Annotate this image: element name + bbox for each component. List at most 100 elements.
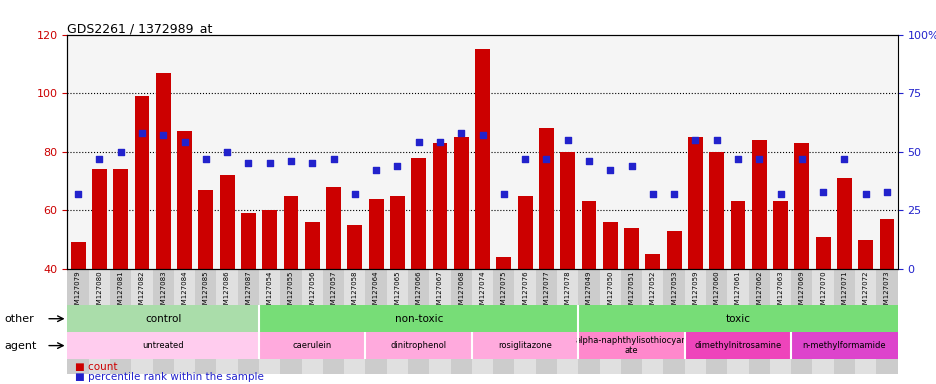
Bar [557, 269, 578, 374]
Text: other: other [5, 314, 35, 324]
Point [836, 156, 851, 162]
Text: n-methylformamide: n-methylformamide [802, 341, 885, 350]
Bar [368, 199, 383, 269]
Bar [623, 228, 638, 269]
Bar [113, 169, 128, 269]
Point [665, 191, 680, 197]
Point [155, 132, 170, 138]
Bar [875, 269, 897, 374]
Bar [153, 269, 174, 374]
Point [432, 139, 447, 146]
Bar [89, 269, 110, 374]
Point [645, 191, 660, 197]
Text: ■ percentile rank within the sample: ■ percentile rank within the sample [75, 372, 264, 382]
Bar [67, 269, 89, 374]
Bar [772, 202, 787, 269]
Bar [284, 195, 298, 269]
Bar [195, 269, 216, 374]
Bar [472, 332, 578, 359]
Point [347, 191, 362, 197]
Bar [450, 269, 472, 374]
Bar [602, 222, 617, 269]
Bar [751, 140, 766, 269]
Point [70, 191, 85, 197]
Bar [365, 269, 387, 374]
Point [623, 163, 638, 169]
Bar [135, 96, 149, 269]
Text: GDS2261 / 1372989_at: GDS2261 / 1372989_at [67, 22, 212, 35]
Bar [70, 242, 85, 269]
Point [411, 139, 426, 146]
Bar [219, 175, 234, 269]
Point [389, 163, 404, 169]
Point [879, 189, 894, 195]
Point [92, 156, 107, 162]
Point [730, 156, 745, 162]
Point [814, 189, 829, 195]
Bar [730, 202, 745, 269]
Bar [666, 231, 680, 269]
Bar [432, 143, 447, 269]
Bar [535, 269, 557, 374]
Bar [645, 254, 660, 269]
Bar [238, 269, 258, 374]
Bar [110, 269, 131, 374]
Bar [578, 269, 599, 374]
Point [496, 191, 511, 197]
Text: rosiglitazone: rosiglitazone [498, 341, 551, 350]
Bar [411, 157, 426, 269]
Bar [684, 269, 706, 374]
Point [113, 149, 128, 155]
Point [368, 167, 383, 174]
Text: ■ count: ■ count [75, 362, 117, 372]
Bar [131, 269, 153, 374]
Bar [92, 169, 107, 269]
Bar [67, 305, 258, 332]
Point [751, 156, 766, 162]
Bar [155, 73, 170, 269]
Bar [578, 332, 684, 359]
Bar [258, 269, 280, 374]
Bar [301, 269, 323, 374]
Bar [748, 269, 769, 374]
Point [453, 130, 468, 136]
Bar [621, 269, 641, 374]
Point [177, 139, 192, 146]
Bar [706, 269, 726, 374]
Bar [326, 187, 341, 269]
Bar [258, 305, 578, 332]
Bar [855, 269, 875, 374]
Point [538, 156, 553, 162]
Point [581, 158, 596, 164]
Point [517, 156, 532, 162]
Point [857, 191, 872, 197]
Point [304, 161, 319, 167]
Bar [407, 269, 429, 374]
Text: untreated: untreated [142, 341, 183, 350]
Bar [174, 269, 195, 374]
Bar [280, 269, 301, 374]
Bar [599, 269, 621, 374]
Bar [538, 128, 553, 269]
Bar [790, 332, 897, 359]
Bar [347, 225, 362, 269]
Point [262, 161, 277, 167]
Bar [472, 269, 492, 374]
Point [602, 167, 617, 174]
Text: dinitrophenol: dinitrophenol [390, 341, 446, 350]
Bar [684, 332, 790, 359]
Bar [709, 152, 724, 269]
Bar [879, 219, 894, 269]
Bar [198, 190, 213, 269]
Point [198, 156, 213, 162]
Bar [833, 269, 855, 374]
Point [772, 191, 787, 197]
Point [241, 161, 256, 167]
Point [475, 132, 490, 138]
Bar [365, 332, 472, 359]
Point [135, 130, 150, 136]
Bar [663, 269, 684, 374]
Bar [517, 195, 532, 269]
Bar [304, 222, 319, 269]
Bar [258, 332, 365, 359]
